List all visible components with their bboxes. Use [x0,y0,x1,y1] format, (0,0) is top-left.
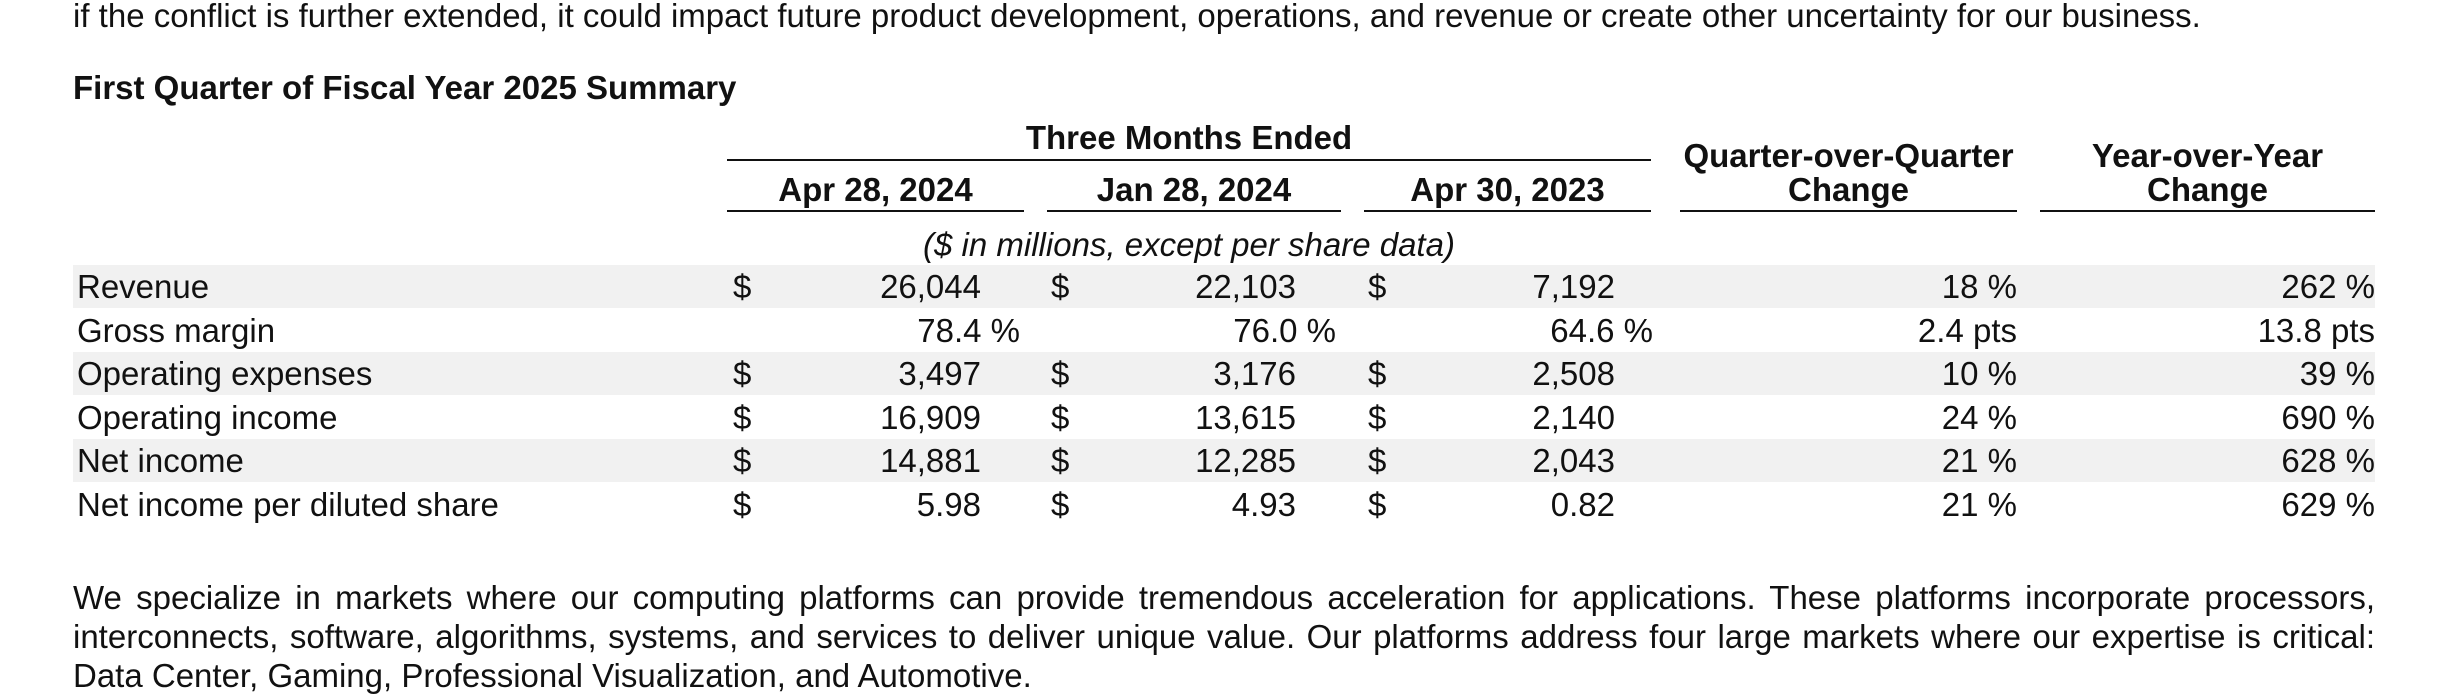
value-cell: 64.6 % [1550,311,1653,349]
value-cell: 14,881 [880,442,981,479]
qoq-change-cell: 2.4 pts [1917,311,2017,349]
value-cell: 13,615 [1195,398,1296,436]
intro-line: if the conflict is further extended, it … [73,0,2201,34]
qoq-header: Quarter-over-Quarter Change [1680,139,2017,207]
yoy-header-line-2: Change [2146,171,2268,208]
value-cell: 3,497 [898,355,981,392]
qoq-header-line-2: Change [1787,171,1909,208]
value-cell: 7,192 [1532,268,1615,305]
currency-symbol: $ [1368,485,1387,523]
yoy-change-cell: 13.8 pts [2257,311,2375,349]
group-header: Three Months Ended [1025,119,1353,156]
table-row: Operating income $16,909 $13,615 $2,140 24 %… [73,396,2375,439]
value-cell: 16,909 [880,398,981,436]
yoy-change-cell: 628 % [2281,442,2375,479]
table-row: Gross margin 78.4 % 76.0 % 64.6 % 2.4 pts 13.… [73,309,2375,352]
currency-symbol: $ [733,398,752,436]
value-cell: 26,044 [880,268,981,305]
yoy-change-cell: 262 % [2281,268,2375,305]
currency-symbol: $ [733,268,752,305]
value-cell: 22,103 [1195,268,1296,305]
row-label: Net income per diluted share [77,485,499,523]
column-rule-3 [1364,210,1651,212]
column-header-3: Apr 30, 2023 [1410,171,1605,208]
yoy-change-cell: 39 % [2299,355,2375,392]
currency-symbol: $ [1051,485,1070,523]
value-cell: 0.82 [1550,485,1615,523]
column-rule-1 [727,210,1024,212]
value-cell: 2,140 [1532,398,1615,436]
currency-symbol: $ [733,485,752,523]
value-cell: 3,176 [1213,355,1296,392]
value-cell: 78.4 % [917,311,1020,349]
yoy-change-cell: 690 % [2281,398,2375,436]
qoq-change-cell: 10 % [1941,355,2017,392]
row-label: Revenue [77,268,210,305]
row-label: Gross margin [77,311,276,349]
yoy-header: Year-over-Year Change [2040,139,2375,207]
value-cell: 4.93 [1231,485,1296,523]
currency-symbol: $ [733,355,752,392]
currency-symbol: $ [1368,355,1387,392]
row-label: Net income [77,442,244,479]
value-cell: 2,043 [1532,442,1615,479]
table-row: Operating expenses $3,497 $3,176 $2,508 10 %… [73,352,2375,395]
group-header-rule [727,159,1651,161]
qoq-header-line-1: Quarter-over-Quarter [1683,137,2014,174]
yoy-change-cell: 629 % [2281,485,2375,523]
row-label: Operating expenses [77,355,373,392]
currency-symbol: $ [1051,442,1070,479]
qoq-rule [1680,210,2017,212]
value-cell: 76.0 % [1233,311,1336,349]
closing-paragraph: We specialize in markets where our compu… [73,579,2375,694]
qoq-change-cell: 21 % [1941,485,2017,523]
value-cell: 5.98 [916,485,981,523]
column-header-2: Jan 28, 2024 [1096,171,1292,208]
column-header-1: Apr 28, 2024 [778,171,973,208]
column-rule-2 [1047,210,1341,212]
qoq-change-cell: 18 % [1941,268,2017,305]
yoy-rule [2040,210,2375,212]
yoy-header-line-1: Year-over-Year [2091,137,2324,174]
value-cell: 2,508 [1532,355,1615,392]
table-row: Revenue $26,044 $22,103 $7,192 18 % 262 % [73,265,2375,308]
units-note: ($ in millions, except per share data) [923,226,1455,263]
currency-symbol: $ [1051,398,1070,436]
currency-symbol: $ [1051,268,1070,305]
section-title: First Quarter of Fiscal Year 2025 Summar… [73,69,737,106]
currency-symbol: $ [1368,398,1387,436]
value-cell: 12,285 [1195,442,1296,479]
currency-symbol: $ [1368,442,1387,479]
qoq-change-cell: 21 % [1941,442,2017,479]
currency-symbol: $ [733,442,752,479]
row-label: Operating income [77,398,338,436]
table-row: Net income per diluted share $5.98 $4.93 $0… [73,483,2375,526]
qoq-change-cell: 24 % [1941,398,2017,436]
currency-symbol: $ [1368,268,1387,305]
table-row: Net income $14,881 $12,285 $2,043 21 % 628 % [73,439,2375,482]
currency-symbol: $ [1051,355,1070,392]
